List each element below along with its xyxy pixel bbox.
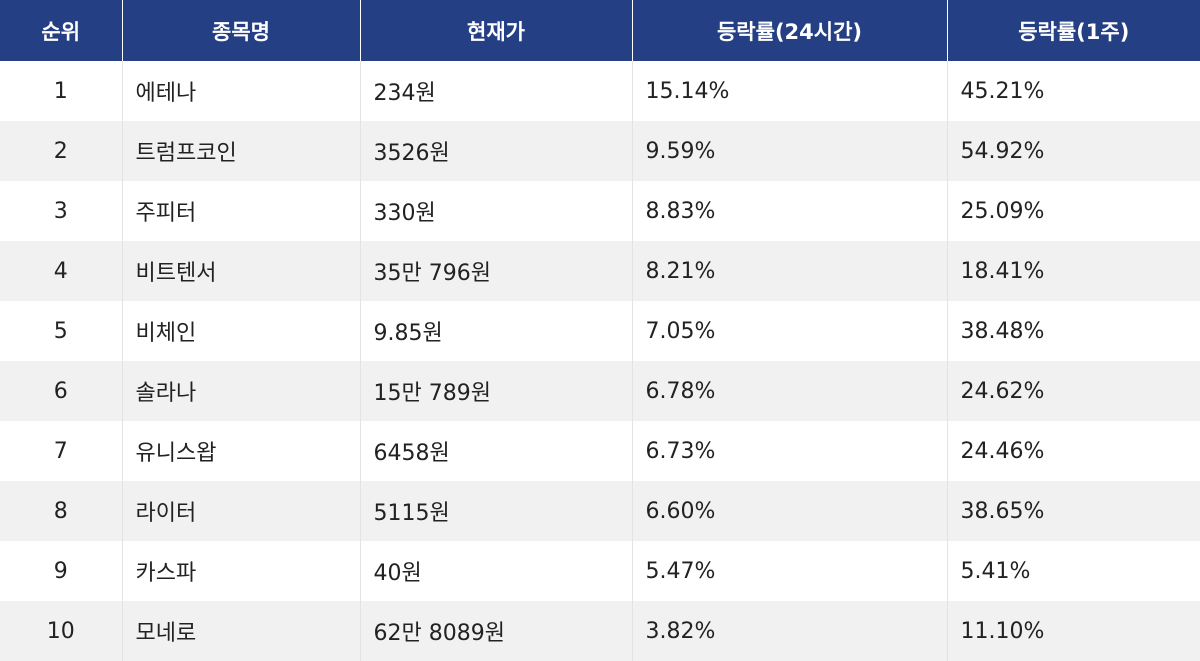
rank-cell: 7 — [0, 421, 122, 481]
change-1w-cell: 18.41% — [946, 241, 1200, 301]
price-cell: 6458원 — [359, 421, 632, 481]
rank-cell: 5 — [0, 301, 122, 361]
price-cell: 35만 796원 — [359, 241, 632, 301]
name-cell: 라이터 — [121, 481, 360, 541]
rank-cell: 6 — [0, 361, 122, 421]
name-cell: 비트텐서 — [121, 241, 360, 301]
table-body: 1 에테나 234원 15.14% 45.21% 2 트럼프코인 3526원 9… — [0, 61, 1200, 661]
price-cell: 9.85원 — [359, 301, 632, 361]
table-row: 10 모네로 62만 8089원 3.82% 11.10% — [0, 601, 1200, 661]
change-1w-cell: 38.65% — [946, 481, 1200, 541]
table-header: 순위 종목명 현재가 등락률(24시간) 등락률(1주) — [0, 0, 1200, 61]
price-cell: 15만 789원 — [359, 361, 632, 421]
header-change-24h: 등락률(24시간) — [631, 0, 947, 61]
table-row: 6 솔라나 15만 789원 6.78% 24.62% — [0, 361, 1200, 421]
change-24h-cell: 3.82% — [631, 601, 947, 661]
change-24h-cell: 8.21% — [631, 241, 947, 301]
name-cell: 모네로 — [121, 601, 360, 661]
change-1w-cell: 38.48% — [946, 301, 1200, 361]
rank-cell: 1 — [0, 61, 122, 121]
rank-cell: 9 — [0, 541, 122, 601]
change-1w-cell: 11.10% — [946, 601, 1200, 661]
change-24h-cell: 15.14% — [631, 61, 947, 121]
rank-cell: 8 — [0, 481, 122, 541]
name-cell: 에테나 — [121, 61, 360, 121]
change-1w-cell: 24.46% — [946, 421, 1200, 481]
change-24h-cell: 7.05% — [631, 301, 947, 361]
table-row: 4 비트텐서 35만 796원 8.21% 18.41% — [0, 241, 1200, 301]
rank-cell: 3 — [0, 181, 122, 241]
table-row: 2 트럼프코인 3526원 9.59% 54.92% — [0, 121, 1200, 181]
rank-cell: 2 — [0, 121, 122, 181]
change-24h-cell: 9.59% — [631, 121, 947, 181]
name-cell: 솔라나 — [121, 361, 360, 421]
header-change-1w: 등락률(1주) — [946, 0, 1200, 61]
price-cell: 62만 8089원 — [359, 601, 632, 661]
price-cell: 5115원 — [359, 481, 632, 541]
header-name: 종목명 — [121, 0, 360, 61]
change-1w-cell: 25.09% — [946, 181, 1200, 241]
rank-cell: 4 — [0, 241, 122, 301]
change-1w-cell: 54.92% — [946, 121, 1200, 181]
table-row: 3 주피터 330원 8.83% 25.09% — [0, 181, 1200, 241]
header-rank: 순위 — [0, 0, 122, 61]
table-row: 5 비체인 9.85원 7.05% 38.48% — [0, 301, 1200, 361]
change-1w-cell: 5.41% — [946, 541, 1200, 601]
table-row: 1 에테나 234원 15.14% 45.21% — [0, 61, 1200, 121]
price-cell: 3526원 — [359, 121, 632, 181]
name-cell: 비체인 — [121, 301, 360, 361]
table-row: 8 라이터 5115원 6.60% 38.65% — [0, 481, 1200, 541]
price-cell: 234원 — [359, 61, 632, 121]
rank-cell: 10 — [0, 601, 122, 661]
name-cell: 주피터 — [121, 181, 360, 241]
change-24h-cell: 6.73% — [631, 421, 947, 481]
change-1w-cell: 45.21% — [946, 61, 1200, 121]
name-cell: 유니스왑 — [121, 421, 360, 481]
table-row: 9 카스파 40원 5.47% 5.41% — [0, 541, 1200, 601]
change-1w-cell: 24.62% — [946, 361, 1200, 421]
header-price: 현재가 — [359, 0, 632, 61]
price-cell: 40원 — [359, 541, 632, 601]
name-cell: 카스파 — [121, 541, 360, 601]
table-row: 7 유니스왑 6458원 6.73% 24.46% — [0, 421, 1200, 481]
change-24h-cell: 8.83% — [631, 181, 947, 241]
change-24h-cell: 6.60% — [631, 481, 947, 541]
change-24h-cell: 6.78% — [631, 361, 947, 421]
price-cell: 330원 — [359, 181, 632, 241]
change-24h-cell: 5.47% — [631, 541, 947, 601]
header-row: 순위 종목명 현재가 등락률(24시간) 등락률(1주) — [0, 0, 1200, 61]
name-cell: 트럼프코인 — [121, 121, 360, 181]
